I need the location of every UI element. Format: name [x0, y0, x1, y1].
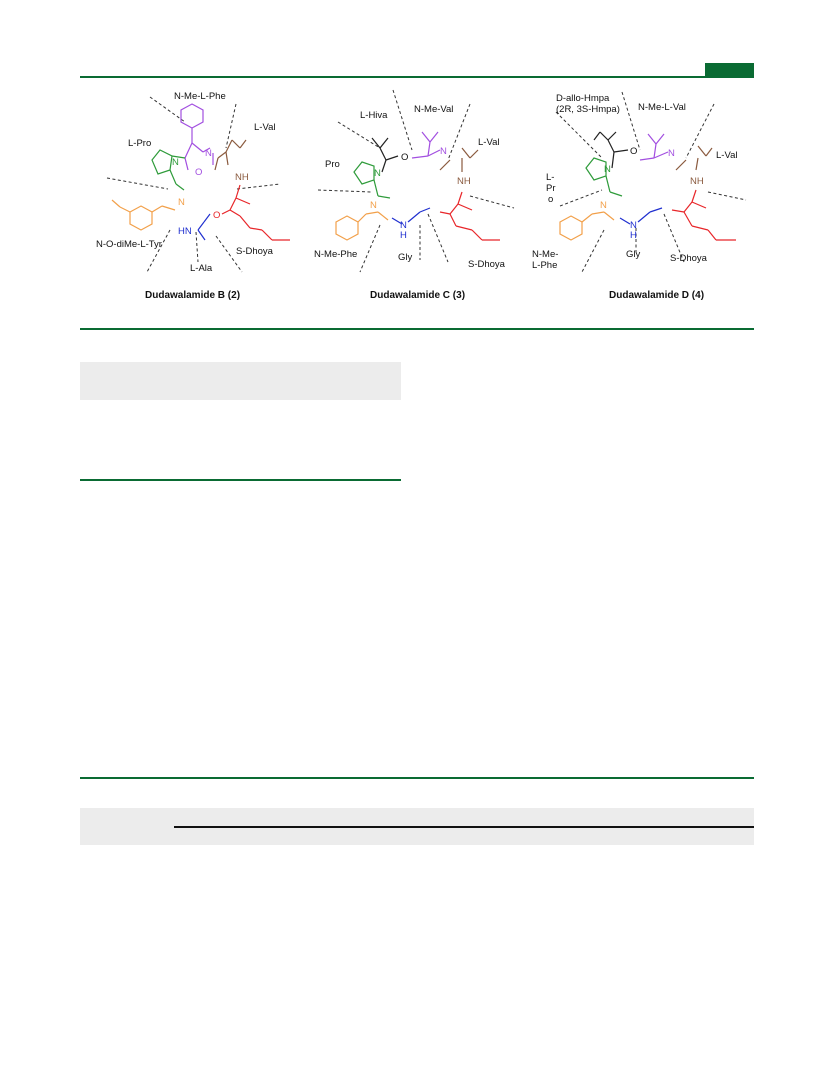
panel-b-label-tyr: N-O-diMe-L-Tyr	[96, 239, 162, 250]
panel-b-structure: N O N NH	[96, 91, 290, 301]
panel-c-atom-h-gly: H	[400, 230, 407, 241]
panel-c-label-gly: Gly	[398, 252, 413, 263]
panel-b-atom-o: O	[195, 167, 202, 178]
panel-c-atom-n-phe: N	[370, 200, 377, 211]
panel-d-atom-nh-val: NH	[690, 176, 704, 187]
panel-b-label-ala: L-Ala	[190, 263, 213, 274]
panel-c-label-n-me-val: N-Me-Val	[414, 104, 453, 115]
panel-d-atom-n-val: N	[668, 148, 675, 159]
panel-d-label-phe-1: N-Me-	[532, 249, 558, 260]
panel-d-atom-n-gly: N	[630, 220, 637, 231]
panel-d-label-dhoya: S-Dhoya	[670, 253, 708, 264]
panel-d-atom-n-pro: N	[604, 164, 611, 175]
panel-b-label-val: L-Val	[254, 122, 275, 133]
panel-d-label-val: L-Val	[716, 150, 737, 161]
panel-b-atom-o-ester: O	[213, 210, 220, 221]
panel-d-label-hmpa-1: D-allo-Hmpa	[556, 93, 610, 104]
panel-c-caption: Dudawalamide C (3)	[370, 290, 465, 301]
panel-b-caption: Dudawalamide B (2)	[145, 290, 240, 301]
left-column-gray-block	[80, 362, 401, 400]
panel-c-label-dhoya: S-Dhoya	[468, 259, 506, 270]
figure-bottom-rule	[80, 328, 754, 330]
panel-c-structure: O N NH N N	[314, 89, 515, 301]
panel-b-atom-hn-ala: HN	[178, 226, 192, 237]
panel-d-caption: Dudawalamide D (4)	[609, 290, 704, 301]
panel-c-atom-n-gly: N	[400, 220, 407, 231]
panel-b-label-n-me-phe: N-Me-L-Phe	[174, 91, 226, 102]
panel-b-label-pro: L-Pro	[128, 138, 151, 149]
panel-d-label-pro-3: o	[548, 194, 553, 205]
header-rule	[80, 76, 754, 78]
panel-b-label-dhoya: S-Dhoya	[236, 246, 274, 257]
panel-d-structure: O N NH N N	[532, 91, 747, 301]
panel-d-atom-n-phe: N	[600, 200, 607, 211]
panel-d-label-hmpa-2: (2R, 3S-Hmpa)	[556, 104, 620, 115]
panel-d-label-phe-2: L-Phe	[532, 260, 557, 271]
panel-c-atom-o: O	[401, 152, 408, 163]
panel-c-label-val: L-Val	[478, 137, 499, 148]
panel-c-atom-n-val: N	[440, 146, 447, 157]
left-column-rule	[80, 479, 401, 481]
panel-b-atom-nh-val: NH	[235, 172, 249, 183]
panel-d-label-n-me-val: N-Me-L-Val	[638, 102, 686, 113]
panel-d-atom-o: O	[630, 146, 637, 157]
panel-d-label-pro-1: L-	[546, 172, 554, 183]
panel-c-atom-nh-val: NH	[457, 176, 471, 187]
panel-c-atom-n-pro: N	[374, 168, 381, 179]
panel-d-label-gly: Gly	[626, 249, 641, 260]
panel-d-label-pro-2: Pr	[546, 183, 556, 194]
header-tab	[705, 63, 754, 77]
panel-c-label-pro: Pro	[325, 159, 340, 170]
panel-c-label-hiva: L-Hiva	[360, 110, 388, 121]
panel-b-atom-n-pro: N	[172, 157, 179, 168]
panel-b-atom-n-tyr: N	[178, 197, 185, 208]
panel-c-label-n-me-phe: N-Me-Phe	[314, 249, 357, 260]
lower-section-rule	[80, 777, 754, 779]
panel-d-atom-h-gly: H	[630, 230, 637, 241]
table-top-rule	[174, 826, 754, 828]
structures-figure: N O N NH	[96, 89, 747, 301]
panel-b-atom-n-phe: N	[205, 148, 212, 159]
